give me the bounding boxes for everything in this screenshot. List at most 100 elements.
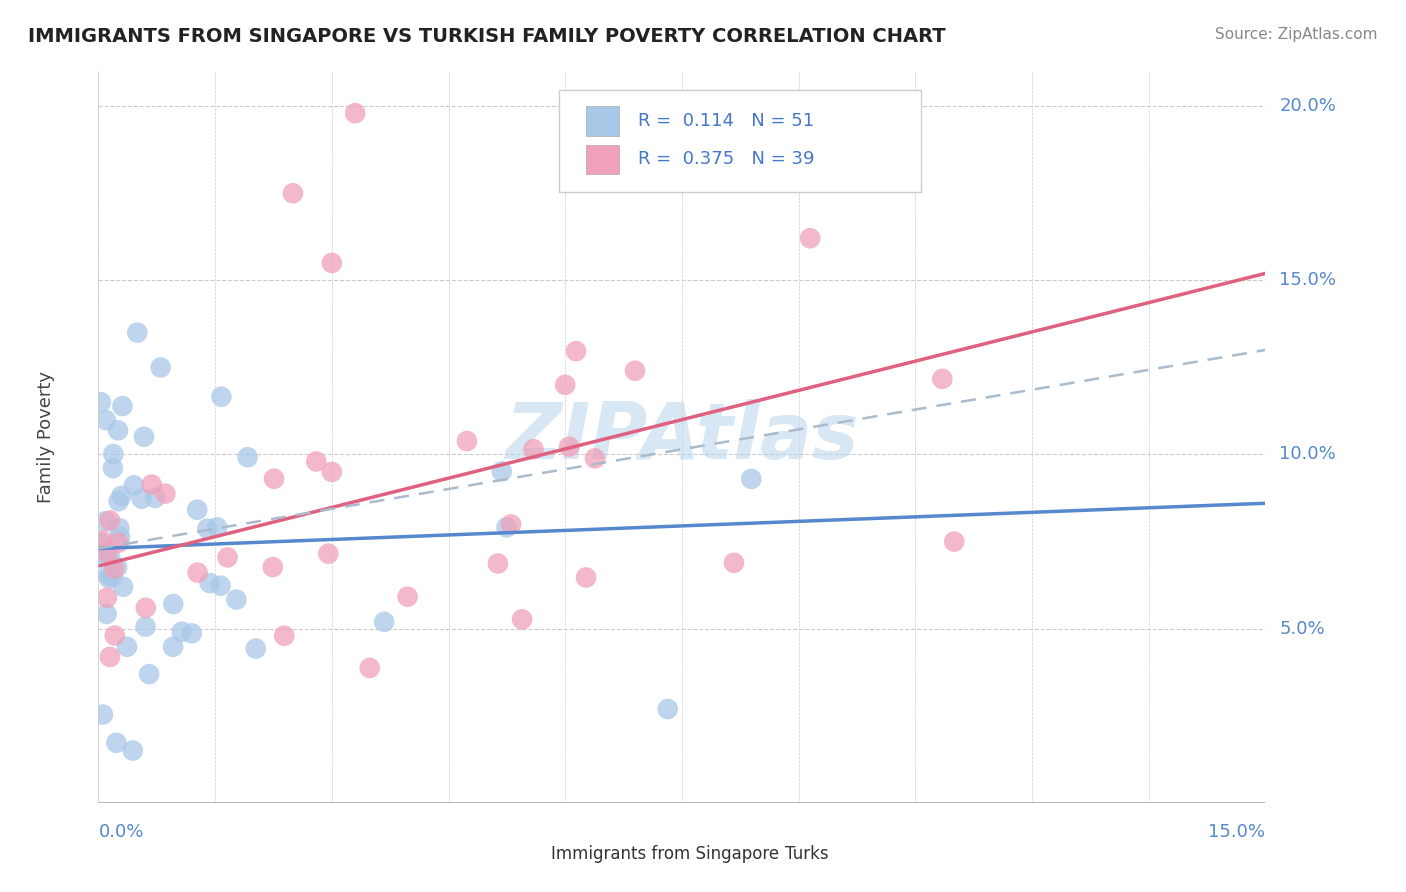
Point: [723, 556, 745, 570]
Point: [96, 607, 118, 621]
Text: 0.0%: 0.0%: [98, 823, 143, 841]
Point: [135, 620, 157, 634]
Point: [195, 522, 218, 536]
Point: [149, 360, 172, 375]
Point: [236, 450, 259, 465]
Point: [740, 472, 762, 486]
Point: [141, 477, 163, 491]
Point: [162, 597, 184, 611]
Text: Source: ZipAtlas.com: Source: ZipAtlas.com: [1215, 27, 1378, 42]
Text: Family Poverty: Family Poverty: [37, 371, 55, 503]
Point: [112, 580, 135, 594]
Point: [162, 640, 184, 654]
Text: Immigrants from Singapore: Immigrants from Singapore: [551, 845, 779, 863]
Point: [103, 447, 125, 461]
Point: [456, 434, 478, 448]
Point: [186, 502, 208, 516]
Point: [187, 566, 209, 580]
Point: [107, 423, 129, 437]
Point: [115, 640, 138, 654]
Text: Turks: Turks: [785, 845, 828, 863]
Point: [94, 413, 117, 427]
Point: [135, 600, 157, 615]
Point: [273, 629, 295, 643]
Point: [170, 624, 193, 639]
Point: [657, 702, 679, 716]
Point: [91, 707, 114, 722]
Point: [624, 364, 647, 378]
Point: [180, 626, 202, 640]
Point: [105, 560, 128, 574]
Point: [344, 106, 367, 120]
Point: [262, 560, 284, 574]
Point: [110, 489, 132, 503]
Point: [101, 570, 124, 584]
Point: [245, 641, 267, 656]
Point: [373, 615, 395, 629]
Point: [103, 561, 125, 575]
Point: [205, 520, 228, 534]
Point: [108, 530, 131, 544]
Point: [281, 186, 304, 201]
Text: 10.0%: 10.0%: [1279, 445, 1336, 464]
Point: [583, 451, 606, 466]
Point: [396, 590, 419, 604]
FancyBboxPatch shape: [752, 843, 778, 865]
Point: [97, 567, 120, 582]
Point: [108, 521, 131, 535]
FancyBboxPatch shape: [560, 90, 921, 192]
Point: [486, 557, 509, 571]
Point: [321, 256, 343, 270]
Text: ZIPAtlas: ZIPAtlas: [505, 399, 859, 475]
Point: [98, 514, 121, 528]
Point: [143, 491, 166, 505]
Point: [321, 465, 343, 479]
Point: [558, 440, 581, 454]
Point: [943, 534, 966, 549]
Point: [127, 326, 149, 340]
Point: [96, 545, 118, 559]
Point: [107, 535, 129, 549]
FancyBboxPatch shape: [519, 843, 544, 865]
FancyBboxPatch shape: [586, 106, 619, 136]
Point: [305, 454, 328, 468]
Point: [90, 536, 112, 550]
Point: [209, 390, 232, 404]
Point: [263, 472, 285, 486]
Point: [90, 395, 112, 409]
Text: 15.0%: 15.0%: [1279, 271, 1337, 289]
Point: [90, 545, 112, 559]
Text: R =  0.375   N = 39: R = 0.375 N = 39: [637, 150, 814, 168]
Text: 15.0%: 15.0%: [1208, 823, 1265, 841]
Point: [495, 520, 517, 534]
Point: [121, 743, 143, 757]
Text: 20.0%: 20.0%: [1279, 97, 1336, 115]
Point: [104, 628, 127, 642]
Point: [198, 576, 221, 591]
Point: [90, 549, 112, 563]
Point: [138, 667, 160, 681]
Point: [105, 736, 128, 750]
Point: [359, 661, 381, 675]
Point: [799, 231, 821, 245]
Text: 5.0%: 5.0%: [1279, 620, 1324, 638]
Point: [131, 491, 153, 506]
Point: [98, 571, 121, 585]
Point: [510, 612, 533, 626]
Point: [96, 591, 118, 605]
Point: [318, 547, 340, 561]
Point: [122, 478, 145, 492]
Point: [225, 592, 247, 607]
Point: [132, 430, 155, 444]
Point: [575, 570, 598, 584]
Point: [91, 533, 114, 548]
Text: IMMIGRANTS FROM SINGAPORE VS TURKISH FAMILY POVERTY CORRELATION CHART: IMMIGRANTS FROM SINGAPORE VS TURKISH FAM…: [28, 27, 946, 45]
Point: [931, 372, 953, 386]
Point: [111, 399, 134, 413]
Point: [209, 579, 232, 593]
Point: [217, 550, 239, 565]
Point: [98, 649, 121, 664]
Point: [107, 494, 129, 508]
Point: [98, 549, 121, 564]
Point: [522, 442, 544, 457]
